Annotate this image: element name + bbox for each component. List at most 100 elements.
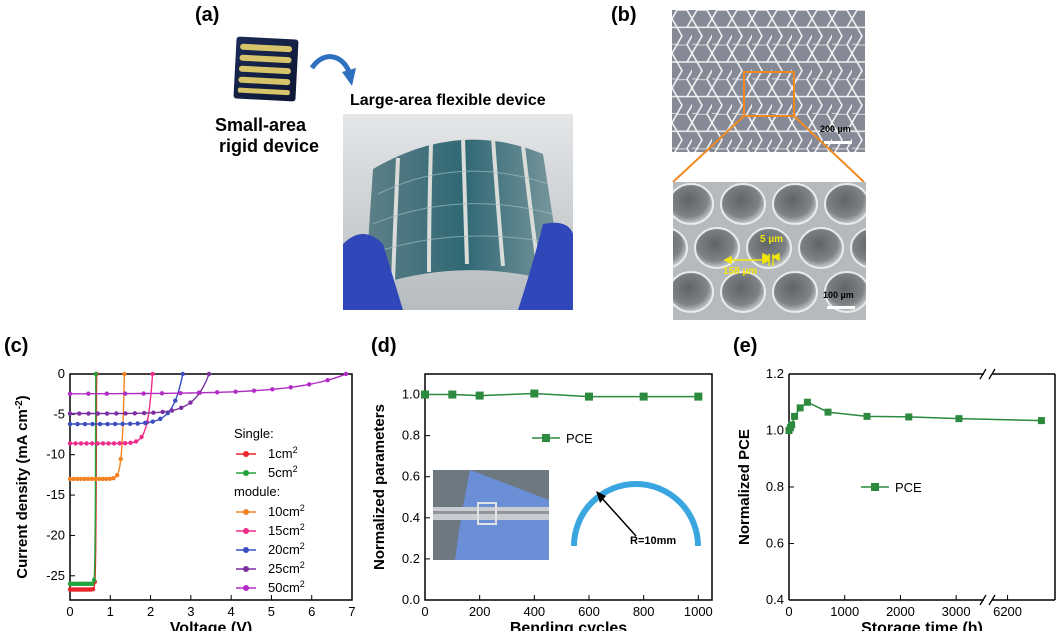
chart-e-xtick-label: 2000	[886, 604, 915, 619]
chart-c-xtick-label: 5	[268, 604, 275, 619]
panel-b-label: (b)	[611, 4, 637, 26]
chart-c-point	[90, 581, 95, 586]
inset-rod-shade	[433, 511, 549, 514]
chart-d-ytick-label: 0.8	[402, 428, 420, 443]
bending-radius-label: R=10mm	[630, 535, 676, 547]
chart-c-point	[107, 476, 113, 481]
chart-c-point	[84, 441, 89, 446]
chart-c-point	[111, 476, 116, 481]
chart-c-point	[96, 476, 102, 482]
chart-c-xtick-label: 4	[228, 604, 235, 619]
chart-c-xlabel: Voltage (V)	[170, 620, 252, 631]
chart-e-axis-break-mark	[988, 368, 996, 380]
chart-c-point	[95, 411, 100, 416]
chart-d-point	[421, 390, 429, 399]
chart-c-legend-heading: module:	[234, 484, 280, 499]
chart-e-axis-break-mark	[988, 594, 996, 606]
chart-e-xtick-label: 0	[785, 604, 792, 619]
chart-c-point	[67, 421, 73, 427]
chart-c-point	[122, 391, 128, 396]
chart-c-point	[178, 390, 183, 396]
chart-d-xtick-label: 800	[633, 604, 655, 619]
chart-c-jv-curves: 0 1 2 3 4 5 6 7 0 -5 -10 -15 -20 -25 Voltage (V) Curren…	[14, 366, 356, 631]
chart-d-legend-label: PCE	[566, 431, 593, 446]
scale-bar-200um: 200 µm	[820, 124, 851, 134]
chart-c-frame	[69, 373, 353, 601]
chart-c-ytick-label: -10	[46, 447, 65, 462]
chart-c-point	[150, 419, 155, 424]
chart-e-point	[788, 421, 796, 429]
bending-radius-arc	[571, 481, 701, 547]
chart-d-ytick-label: 0.2	[402, 551, 420, 566]
chart-c-xtick-label: 2	[147, 604, 154, 619]
chart-c-legend-marker	[243, 470, 249, 476]
chart-c-point	[159, 391, 165, 396]
chart-e-ytick-label: 1.2	[766, 366, 784, 381]
chart-c-point	[78, 476, 84, 482]
chart-c-legend-label: 15cm2	[268, 522, 305, 538]
chart-c-ytick-label: -15	[46, 487, 65, 502]
chart-c-point	[71, 476, 76, 482]
chart-c-point	[73, 441, 78, 446]
chart-c-point	[90, 421, 95, 427]
chart-e-point	[863, 412, 871, 420]
chart-c-ytick-label: -5	[53, 406, 65, 421]
chart-c-xtick-label: 6	[308, 604, 315, 619]
chart-c-point	[127, 421, 133, 426]
chart-c-point	[158, 416, 163, 422]
chart-e-ylabel: Normalized PCE	[736, 429, 753, 545]
chart-c-point	[111, 441, 117, 446]
chart-e-point	[824, 408, 832, 416]
chart-d-point	[694, 392, 703, 401]
chart-e-point	[955, 415, 963, 423]
chart-e-axis-break-mark	[979, 368, 987, 380]
small-device-caption: Small-area rigid device	[215, 115, 319, 157]
chart-c-point	[77, 411, 82, 416]
chart-c-point	[67, 441, 73, 446]
chart-c-point	[343, 371, 349, 377]
chart-c-point	[114, 472, 120, 478]
chart-c-point	[122, 371, 127, 377]
chart-c-point	[82, 476, 87, 482]
chart-c-legend-label: 5cm2	[268, 464, 298, 480]
chart-e-axis-break-mark	[979, 594, 987, 606]
chart-c-ylabel: Current density (mA cm-2)	[14, 395, 31, 578]
chart-d-xlabel: Bending cycles	[510, 620, 627, 631]
chart-c-point	[90, 587, 96, 592]
chart-e-point	[791, 412, 799, 420]
chart-c-point	[104, 391, 109, 396]
chart-d-point	[639, 392, 648, 401]
chart-d-xtick-label: 400	[523, 604, 545, 619]
small-caption-line1: Small-area	[215, 115, 307, 135]
chart-c-point	[67, 476, 73, 482]
chart-c-point	[188, 400, 193, 405]
chart-e-xtick-label: 1000	[830, 604, 859, 619]
chart-c-point	[128, 440, 133, 446]
chart-c-point	[180, 371, 185, 377]
chart-c-legend-marker	[243, 451, 249, 457]
chart-c-series-line	[70, 373, 154, 445]
chart-c-xtick-label: 0	[66, 604, 73, 619]
chart-d-xtick-label: 1000	[684, 604, 713, 619]
chart-c-point	[95, 441, 100, 446]
chart-c-point	[112, 421, 118, 427]
chart-c-legend-heading: Single:	[234, 426, 274, 441]
chart-c-xtick-label: 3	[187, 604, 194, 619]
chart-c-point	[106, 441, 111, 446]
chart-d-point	[585, 392, 593, 401]
chart-c-point	[89, 441, 95, 446]
large-device-caption: Large-area flexible device	[350, 92, 546, 109]
chart-c-point	[85, 476, 91, 482]
inset-device-band	[477, 502, 497, 525]
chart-c-legend-label: 20cm2	[268, 541, 305, 557]
chart-d-xtick-label: 600	[578, 604, 600, 619]
chart-c-point	[135, 421, 140, 426]
chart-c-legend-marker	[243, 528, 249, 534]
chart-e-storage: 0 1000 2000 3000 6200 0.4 0.6 0.8 1.0 1.2 Storage …	[736, 366, 1056, 631]
chart-c-point	[86, 391, 91, 396]
chart-e-series-line	[788, 401, 1042, 431]
chart-c-point	[214, 390, 220, 395]
chart-e-point	[1037, 417, 1045, 425]
chart-c-series-line	[70, 373, 98, 591]
chart-c-point	[118, 456, 123, 462]
